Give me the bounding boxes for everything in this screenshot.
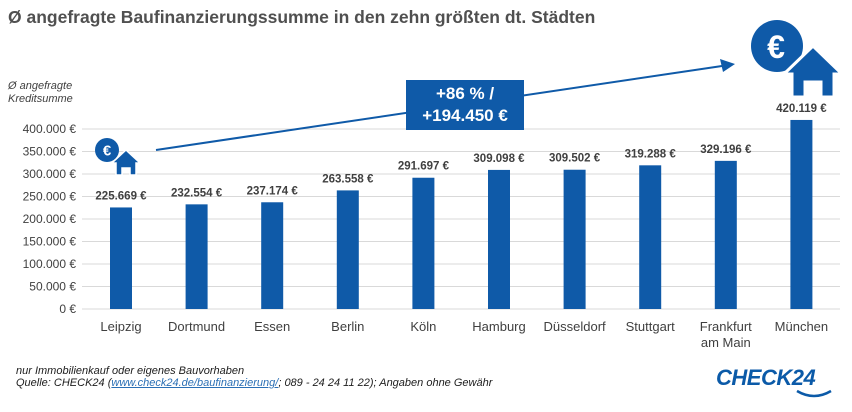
y-tick-label: 350.000 € (23, 145, 77, 159)
data-label: 263.558 € (322, 173, 374, 185)
x-tick-label: Düsseldorf (544, 319, 607, 334)
data-label: 225.669 € (95, 190, 147, 202)
x-tick-label: München (775, 319, 828, 334)
bar (110, 207, 132, 309)
svg-text:€: € (767, 29, 785, 65)
data-label: 420.119 € (776, 103, 827, 115)
footnote: nur Immobilienkauf oder eigenes Bauvorha… (16, 365, 492, 389)
bar (412, 177, 435, 309)
x-tick-labels: Leipzig Dortmund Essen Berlin Köln Hamburg Düs… (100, 319, 828, 350)
x-tick-label: Berlin (331, 319, 364, 334)
check24-logo: CHECK24 (716, 365, 832, 398)
bar (261, 202, 284, 309)
smile-icon (796, 389, 832, 398)
x-tick-label: Stuttgart (626, 319, 676, 334)
data-label: 232.554 € (171, 187, 223, 199)
data-label: 291.697 € (398, 161, 450, 173)
x-tick-label: Leipzig (100, 319, 141, 334)
bar (336, 190, 359, 309)
y-tick-label: 300.000 € (23, 167, 77, 181)
chart-title: Ø angefragte Baufinanzierungssumme in de… (8, 7, 596, 27)
euro-house-icon: € (95, 138, 142, 176)
footnote-source: Quelle: CHECK24 (www.check24.de/baufinan… (16, 377, 492, 389)
bar (185, 204, 208, 309)
svg-text:€: € (103, 143, 112, 160)
data-label: 309.098 € (473, 153, 525, 165)
y-tick-label: 50.000 € (29, 280, 76, 294)
y-tick-label: 400.000 € (23, 122, 77, 136)
data-label: 237.174 € (247, 185, 299, 197)
bar (563, 169, 586, 309)
x-tick-label: Köln (410, 319, 436, 334)
bars (110, 119, 813, 310)
data-labels: 225.669 € 232.554 € 237.174 € 263.558 € 291.… (95, 103, 827, 203)
y-tick-labels: 0 € 50.000 € 100.000 € 150.000 € 200.000 € 25… (23, 122, 77, 316)
y-axis-label: Ø angefragte Kreditsumme (8, 80, 73, 106)
source-suffix: ; 089 - 24 24 11 22); Angaben ohne Gewäh… (278, 377, 493, 389)
y-tick-label: 150.000 € (23, 235, 77, 249)
bar (488, 169, 510, 309)
y-tick-label: 100.000 € (23, 257, 77, 271)
source-prefix: Quelle: CHECK24 ( (16, 377, 112, 389)
x-tick-label: Dortmund (168, 319, 225, 334)
footnote-note: nur Immobilienkauf oder eigenes Bauvorha… (16, 365, 245, 377)
y-axis-label-line1: Ø angefragte (8, 80, 73, 92)
euro-house-icon-large: € (751, 20, 846, 99)
y-tick-label: 200.000 € (23, 212, 77, 226)
y-tick-label: 0 € (59, 302, 76, 316)
x-tick-label: Frankfurt (700, 319, 752, 334)
x-tick-label: Essen (254, 319, 290, 334)
x-tick-label: am Main (701, 335, 751, 350)
y-axis-label-line2: Kreditsumme (8, 93, 73, 105)
growth-callout: +86 % / +194.450 € (406, 80, 524, 130)
bar (790, 119, 813, 310)
bar (714, 160, 737, 309)
data-label: 329.196 € (700, 144, 752, 156)
bar (639, 165, 662, 309)
logo-text: CHECK24 (716, 365, 816, 390)
callout-amount: +194.450 € (422, 106, 508, 125)
x-tick-label: Hamburg (472, 319, 525, 334)
y-tick-label: 250.000 € (23, 190, 77, 204)
data-label: 319.288 € (625, 148, 677, 160)
callout-percent: +86 % / (435, 84, 495, 103)
data-label: 309.502 € (549, 153, 601, 165)
source-link[interactable]: www.check24.de/baufinanzierung/ (111, 377, 279, 389)
